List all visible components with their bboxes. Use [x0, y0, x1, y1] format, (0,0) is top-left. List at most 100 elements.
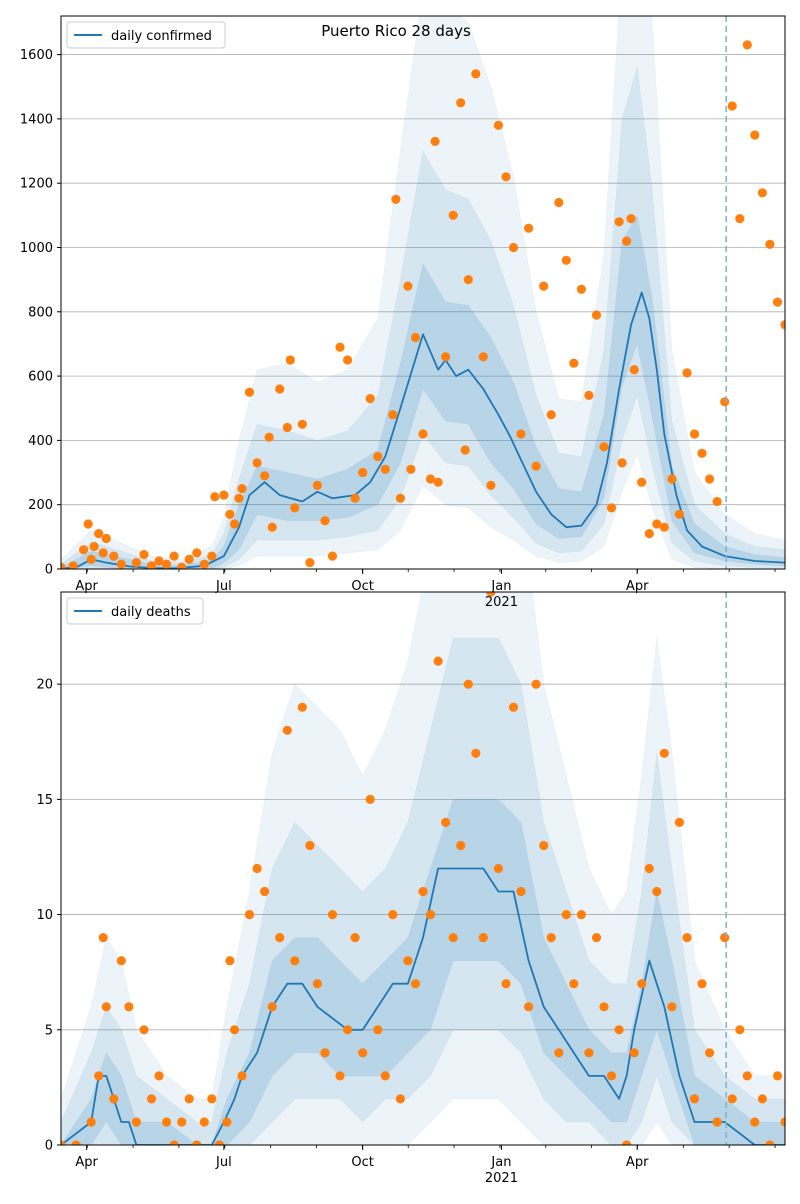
y-tick-label: 200: [28, 498, 53, 513]
observed-point: [312, 979, 322, 989]
observed-point: [192, 548, 202, 558]
observed-point: [720, 397, 730, 407]
observed-point: [350, 933, 360, 943]
observed-point: [735, 214, 745, 224]
observed-point: [139, 549, 149, 560]
observed-point: [561, 910, 571, 920]
observed-point: [659, 748, 669, 758]
observed-point: [772, 1071, 783, 1081]
observed-point: [448, 210, 458, 220]
observed-point: [644, 863, 654, 874]
observed-point: [350, 493, 360, 503]
observed-point: [365, 394, 375, 404]
y-tick-label: 15: [36, 793, 53, 808]
observed-point: [131, 1117, 141, 1127]
observed-point: [290, 956, 300, 966]
observed-point: [146, 1094, 157, 1104]
model-line: [61, 291, 785, 569]
observed-point: [207, 1094, 217, 1104]
observed-point: [410, 332, 421, 343]
observed-point: [192, 1140, 202, 1145]
observed-point: [697, 448, 707, 458]
observed-point: [682, 933, 692, 943]
observed-point: [501, 979, 511, 989]
observed-point: [83, 519, 93, 529]
observed-point: [154, 556, 164, 566]
observed-points: [61, 592, 785, 1145]
observed-point: [524, 223, 534, 233]
observed-point: [395, 493, 405, 503]
observed-point: [410, 979, 421, 989]
chart-title: Puerto Rico 28 days: [321, 22, 471, 40]
observed-point: [98, 548, 108, 558]
legend-label: daily confirmed: [111, 29, 212, 44]
observed-point: [486, 592, 496, 597]
observed-point: [380, 464, 390, 474]
observed-point: [463, 275, 473, 285]
observed-point: [425, 910, 436, 920]
observed-point: [674, 817, 685, 828]
observed-point: [591, 310, 602, 320]
observed-point: [652, 519, 662, 529]
observed-point: [222, 1117, 232, 1127]
observed-point: [275, 384, 285, 394]
observed-point: [569, 358, 579, 368]
observed-point: [109, 551, 119, 561]
observed-point: [290, 503, 300, 513]
legend-label: daily deaths: [111, 605, 191, 620]
observed-point: [667, 1002, 677, 1012]
y-tick-label: 20: [36, 678, 53, 693]
y-tick-label: 0: [45, 1139, 53, 1154]
observed-point: [441, 817, 451, 828]
observed-point: [757, 188, 768, 198]
observed-point: [267, 1002, 277, 1012]
observed-point: [229, 519, 240, 529]
observed-point: [124, 1002, 134, 1012]
observed-point: [312, 480, 322, 490]
observed-point: [742, 1071, 752, 1081]
observed-point: [478, 352, 488, 362]
observed-point: [116, 956, 126, 966]
observed-point: [391, 194, 401, 204]
y-tick-label: 1400: [20, 112, 53, 127]
observed-point: [539, 281, 549, 291]
observed-point: [554, 1048, 564, 1058]
observed-point: [214, 1140, 224, 1145]
observed-point: [546, 933, 556, 943]
x-tick-label: Apr: [75, 1155, 98, 1170]
observed-point: [373, 451, 383, 462]
observed-point: [380, 1071, 390, 1081]
observed-point: [335, 1071, 345, 1081]
observed-point: [780, 1117, 785, 1127]
observed-point: [139, 1025, 149, 1035]
y-tick-label: 0: [45, 563, 53, 578]
plot-area: [61, 16, 785, 569]
axes-frame: [60, 591, 786, 1146]
x-tick-label: Jan: [490, 1155, 511, 1170]
observed-point: [617, 458, 627, 468]
observed-point: [531, 679, 541, 689]
plot-area: [61, 592, 785, 1145]
observed-point: [591, 933, 602, 943]
observed-point: [237, 1071, 247, 1081]
observed-point: [667, 474, 677, 484]
observed-point: [162, 559, 172, 569]
observed-point: [727, 101, 737, 111]
observed-point: [388, 910, 398, 920]
observed-point: [433, 477, 443, 487]
observed-point: [689, 1094, 700, 1104]
observed-point: [98, 933, 108, 943]
observed-point: [358, 1048, 368, 1058]
observed-point: [742, 40, 752, 50]
observed-point: [305, 840, 315, 851]
observed-point: [267, 522, 277, 532]
legend: daily confirmed: [66, 21, 226, 49]
observed-point: [659, 522, 669, 532]
observed-point: [86, 554, 96, 565]
observed-point: [772, 297, 783, 307]
observed-point: [569, 979, 579, 989]
observed-point: [184, 554, 194, 565]
observed-point: [61, 1140, 66, 1145]
x-tick-label: Oct: [351, 1155, 373, 1170]
observed-point: [373, 1025, 383, 1035]
